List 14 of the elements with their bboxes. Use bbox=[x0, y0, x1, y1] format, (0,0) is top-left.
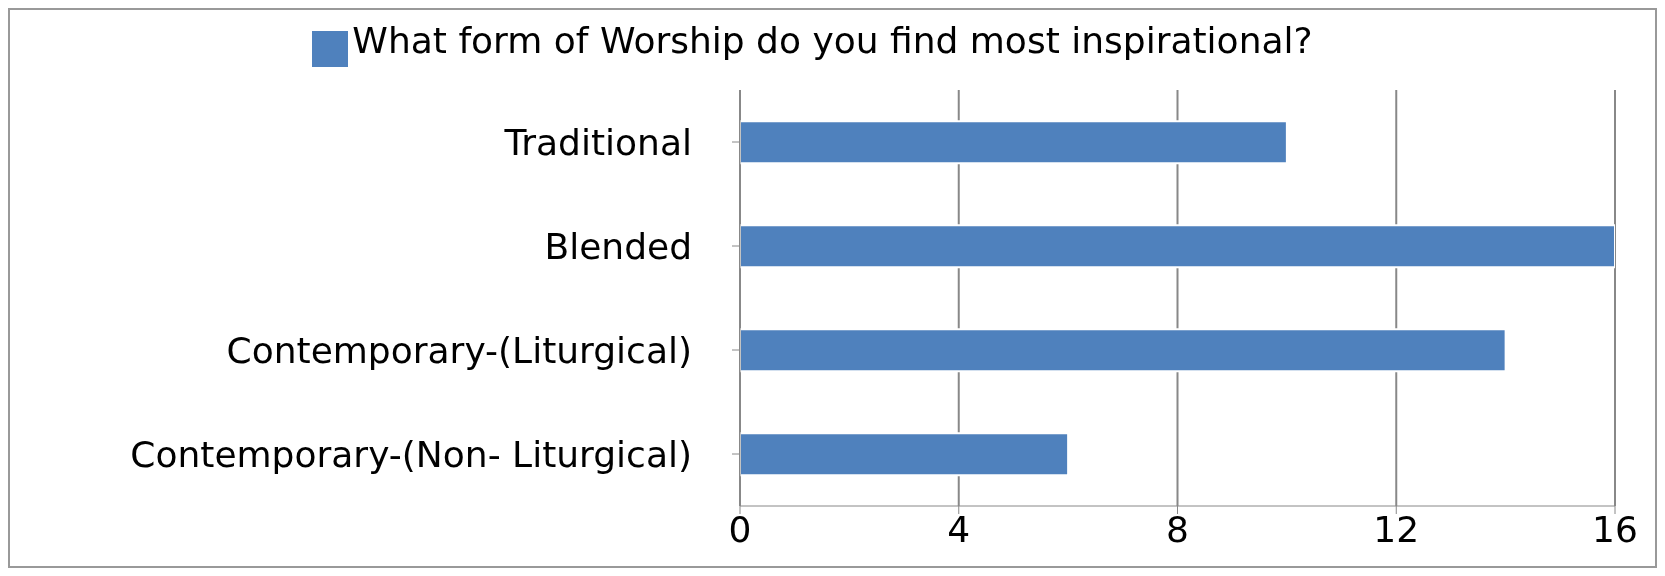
bar bbox=[740, 328, 1507, 373]
y-tick-label: Blended bbox=[544, 225, 692, 267]
bar bbox=[740, 432, 1070, 477]
legend-label: What form of Worship do you find most inspirational? bbox=[352, 20, 1313, 61]
x-tick-label: 8 bbox=[1166, 508, 1189, 550]
y-tick-label: Traditional bbox=[503, 121, 692, 163]
bar bbox=[740, 120, 1288, 165]
x-tick-label: 4 bbox=[947, 508, 971, 550]
x-tick-label: 0 bbox=[728, 508, 752, 550]
y-tick-label: Contemporary-(Non- Liturgical) bbox=[130, 433, 692, 475]
bar bbox=[740, 224, 1615, 269]
y-tick-label: Contemporary-(Liturgical) bbox=[226, 329, 692, 371]
x-tick-label: 12 bbox=[1373, 508, 1420, 550]
x-tick-label: 16 bbox=[1592, 508, 1638, 550]
